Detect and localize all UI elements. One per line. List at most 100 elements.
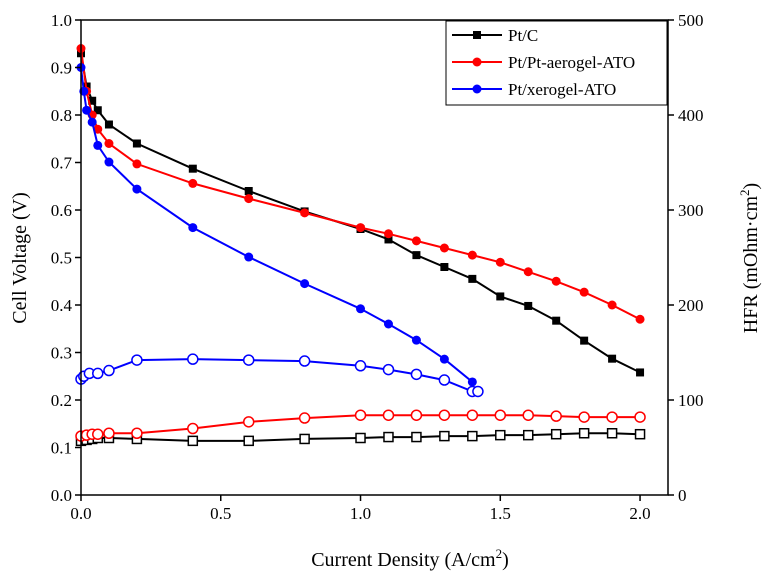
data-point: [132, 159, 142, 169]
data-point: [580, 336, 589, 345]
x-tick-label: 1.5: [490, 504, 511, 523]
data-point: [467, 250, 477, 260]
data-point: [438, 374, 451, 386]
data-point: [410, 409, 423, 421]
series-layer: [75, 44, 646, 447]
legend-marker: [472, 57, 482, 67]
data-point: [606, 411, 618, 423]
data-point: [299, 433, 310, 445]
data-point: [382, 409, 395, 421]
data-point: [551, 276, 561, 286]
data-point: [188, 223, 198, 233]
data-point: [92, 428, 104, 440]
data-point: [93, 140, 103, 150]
data-point: [383, 319, 393, 329]
legend-label: Pt/Pt-aerogel-ATO: [508, 53, 635, 72]
data-point: [93, 124, 103, 134]
data-point: [298, 355, 311, 367]
data-point: [412, 251, 421, 260]
y-axis-title: Cell Voltage (V): [9, 192, 31, 323]
series-3: [76, 63, 477, 387]
data-point: [82, 105, 92, 115]
y-right-tick-label: 500: [678, 11, 704, 30]
y-tick-label: 0.2: [51, 391, 72, 410]
data-point: [88, 96, 97, 105]
y-right-tick-label: 400: [678, 106, 704, 125]
data-point: [550, 410, 562, 422]
data-point: [467, 377, 477, 387]
data-point: [634, 411, 646, 423]
y-tick-label: 0.1: [51, 439, 72, 458]
data-point: [187, 353, 199, 365]
data-point: [522, 409, 534, 421]
data-point: [243, 435, 254, 447]
data-point: [524, 301, 533, 310]
data-point: [93, 106, 102, 115]
data-point: [384, 235, 393, 244]
data-point: [244, 187, 253, 195]
y-tick-label: 0.3: [51, 344, 72, 363]
data-point: [356, 304, 366, 314]
data-point: [411, 335, 421, 345]
data-point: [131, 427, 143, 439]
data-point: [104, 157, 114, 167]
data-point: [495, 429, 506, 441]
data-point: [578, 411, 590, 423]
y-right-tick-label: 100: [678, 391, 704, 410]
data-point: [578, 428, 590, 439]
data-point: [354, 409, 367, 421]
data-point: [468, 274, 477, 283]
data-point: [187, 422, 199, 435]
data-point: [242, 354, 255, 366]
y-tick-label: 0.7: [51, 154, 73, 173]
data-point: [187, 435, 199, 447]
x-tick-label: 0.0: [70, 504, 91, 523]
data-point: [355, 432, 366, 444]
legend-marker: [472, 84, 482, 94]
data-point: [383, 229, 393, 239]
data-point: [411, 236, 421, 246]
x-axis-title: Current Density (A/cm2): [311, 546, 509, 571]
data-point: [466, 409, 479, 421]
data-point: [579, 287, 589, 297]
data-point: [87, 117, 97, 127]
y-tick-label: 0.6: [51, 201, 72, 220]
y-tick-label: 0.0: [51, 486, 72, 505]
data-point: [496, 292, 505, 301]
x-tick-label: 2.0: [629, 504, 650, 523]
data-point: [188, 164, 197, 173]
legend: Pt/C Pt/Pt-aerogel-ATO Pt/xerogel-ATO: [445, 20, 668, 106]
data-point: [606, 428, 618, 439]
legend-label: Pt/C: [508, 26, 538, 45]
data-point: [131, 354, 143, 366]
data-point: [634, 428, 646, 440]
data-point: [523, 267, 533, 277]
data-point: [494, 409, 507, 421]
data-point: [438, 409, 451, 421]
data-point: [298, 412, 311, 424]
legend-marker: [473, 31, 481, 39]
data-point: [300, 208, 310, 218]
data-point: [550, 428, 562, 440]
data-point: [132, 184, 142, 194]
data-point: [244, 194, 254, 204]
data-point: [522, 429, 534, 441]
legend-label: Pt/xerogel-ATO: [508, 80, 616, 99]
data-point: [244, 252, 254, 262]
data-point: [472, 385, 484, 398]
data-point: [636, 368, 645, 377]
data-point: [552, 316, 561, 325]
data-point: [439, 430, 450, 442]
data-point: [467, 430, 478, 442]
data-point: [382, 363, 395, 376]
data-point: [300, 279, 310, 289]
data-point: [356, 223, 366, 233]
y-right-tick-label: 0: [678, 486, 687, 505]
data-point: [242, 416, 255, 428]
y-right-tick-label: 300: [678, 201, 704, 220]
data-point: [411, 431, 422, 443]
series-line: [80, 67, 473, 383]
data-point: [410, 368, 423, 381]
data-point: [607, 300, 617, 310]
